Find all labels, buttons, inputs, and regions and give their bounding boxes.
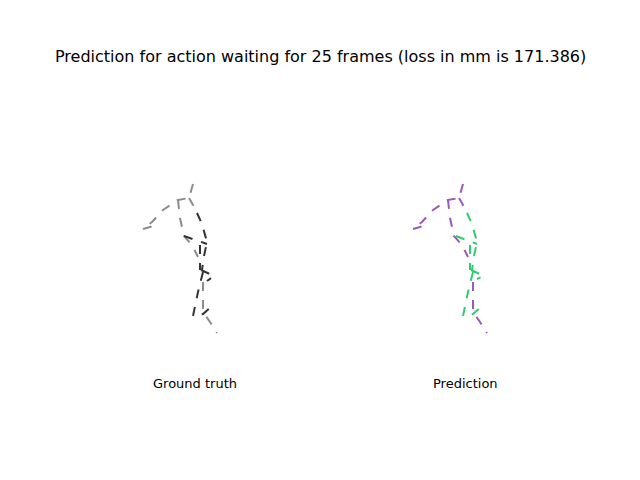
svg-text:Ground truth: Ground truth: [153, 376, 237, 391]
svg-text:Prediction for action waiting: Prediction for action waiting for 25 fra…: [55, 47, 586, 66]
svg-text:Prediction: Prediction: [433, 376, 498, 391]
